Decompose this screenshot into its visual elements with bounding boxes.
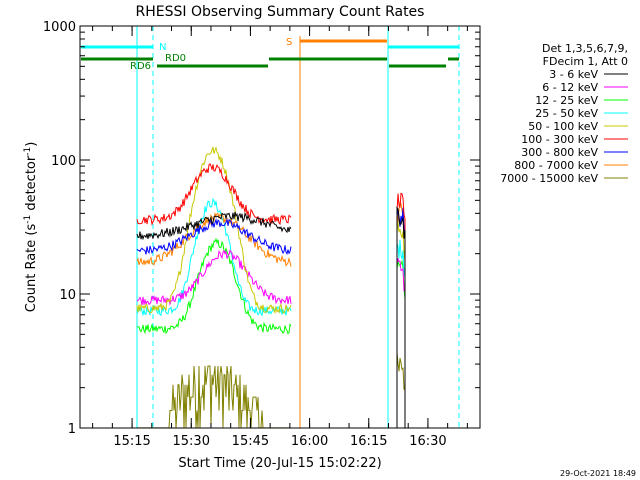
series-line-s6_12: [136, 249, 292, 306]
axes-layer: 1 10 100 1000 15:15 15:30 15:45 16:00 16:15 16:30: [43, 20, 480, 449]
legend-label: 12 - 25 keV: [535, 94, 598, 107]
series-line-s100_300: [136, 163, 292, 226]
y-tick-label: 10: [59, 288, 76, 303]
series-line-s3_6: [136, 211, 292, 241]
legend-label: 25 - 50 keV: [535, 107, 598, 120]
legend-label: 7000 - 15000 keV: [500, 172, 598, 185]
chart-title: RHESSI Observing Summary Count Rates: [136, 4, 425, 20]
legend-label: 50 - 100 keV: [528, 120, 598, 133]
series-line-s50_100: [136, 146, 292, 315]
night-flag-label: N: [159, 42, 166, 53]
x-tick-label: 15:45: [232, 434, 269, 449]
annotation-layer: N S RD0 RD6: [81, 26, 460, 428]
rd0-flag-label: RD0: [165, 53, 186, 64]
rd6-flag-label: RD6: [130, 61, 151, 72]
series-line-s7000_15000-segment2: [396, 352, 406, 428]
x-tick-label: 16:00: [291, 434, 328, 449]
x-tick-label: 15:15: [113, 434, 150, 449]
y-tick-label: 1: [68, 422, 76, 437]
legend: Det 1,3,5,6,7,9, FDecim 1, Att 0 3 - 6 k…: [500, 42, 628, 185]
x-tick-label: 16:30: [409, 434, 446, 449]
series-line-s300_800: [136, 217, 292, 255]
series-layer: [136, 146, 406, 429]
x-axis-label: Start Time (20-Jul-15 15:02:22): [178, 456, 381, 471]
legend-header-line: Det 1,3,5,6,7,9,: [542, 42, 628, 55]
legend-label: 3 - 6 keV: [549, 68, 598, 81]
series-line-s100_300-segment2: [396, 192, 406, 428]
generated-timestamp: 29-Oct-2021 18:49: [560, 469, 636, 478]
y-axis-label-part: ): [24, 142, 39, 147]
series-line-s300_800-segment2: [396, 207, 406, 428]
series-line-s25_50-segment2: [396, 239, 406, 428]
series-line-s6_12-segment2: [396, 258, 406, 428]
y-axis-label-exponent: -1: [23, 215, 33, 224]
series-line-s50_100-segment2: [396, 221, 406, 428]
y-tick-label: 100: [51, 154, 76, 169]
legend-label: 6 - 12 keV: [542, 81, 598, 94]
legend-label: 300 - 800 keV: [521, 146, 598, 159]
y-axis-label-part: Count Rate (s: [24, 224, 39, 313]
plot-frame: [79, 25, 481, 429]
series-line-s12_25: [136, 237, 292, 335]
legend-label: 100 - 300 keV: [521, 133, 598, 146]
y-axis-label-part: detector: [24, 155, 39, 215]
saa-flag-label: S: [286, 37, 292, 48]
x-tick-label: 15:30: [173, 434, 210, 449]
series-line-s25_50: [136, 197, 292, 317]
series-line-s3_6-segment2: [396, 205, 406, 428]
legend-header-line: FDecim 1, Att 0: [543, 55, 628, 68]
series-line-s800_7000: [136, 212, 292, 267]
legend-label: 800 - 7000 keV: [514, 159, 598, 172]
series-line-s12_25-segment2: [396, 259, 406, 428]
y-tick-label: 1000: [43, 20, 76, 35]
y-axis-label: Count Rate (s-1 detector-1): [23, 142, 39, 313]
y-axis-label-exponent: -1: [23, 147, 33, 156]
x-tick-label: 16:15: [350, 434, 387, 449]
